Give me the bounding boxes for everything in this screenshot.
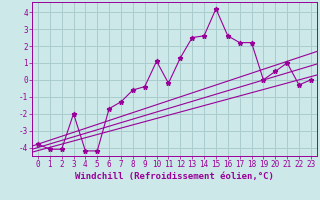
X-axis label: Windchill (Refroidissement éolien,°C): Windchill (Refroidissement éolien,°C) xyxy=(75,172,274,181)
